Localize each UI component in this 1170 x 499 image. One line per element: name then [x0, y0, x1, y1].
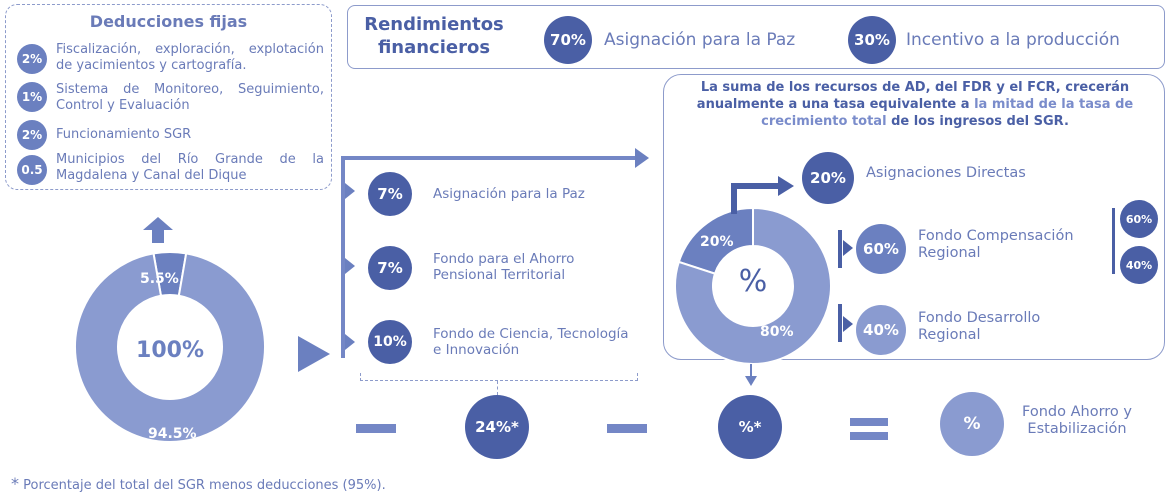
asignaciones-badge: 20%	[802, 152, 854, 204]
right-panel-note: La suma de los recursos de AD, del FDR y…	[676, 80, 1154, 131]
right-donut-slice-large	[675, 208, 831, 364]
equation-term-2: %*	[718, 395, 782, 459]
footnote: * Porcentaje del total del SGR menos ded…	[11, 474, 386, 494]
minus-sign-1	[356, 424, 396, 433]
middle-bracket	[360, 373, 638, 381]
deduccion-badge-3: 2%	[17, 120, 47, 150]
up-arrow-icon	[143, 217, 173, 243]
note-highlight: la mitad de la tasa de crecimiento total	[761, 96, 1134, 129]
equation-term-1: 24%*	[465, 395, 529, 459]
footnote-text: Porcentaje del total del SGR menos deduc…	[23, 478, 386, 493]
fcr-sub-badge-2: 40%	[1120, 246, 1158, 284]
fcr-pointer-icon	[843, 240, 853, 256]
right-triangle-icon	[298, 336, 330, 372]
deducciones-title: Deducciones fijas	[89, 12, 248, 31]
middle-badge-2: 7%	[368, 246, 412, 290]
rendimientos-title: Rendimientos financieros	[364, 14, 504, 59]
middle-text-2: Fondo para el Ahorro Pensional Territori…	[433, 251, 575, 284]
deduccion-badge-2: 1%	[17, 82, 47, 112]
deduccion-text-2: Sistema de Monitoreo, Seguimiento, Contr…	[56, 82, 324, 113]
rendimientos-badge-2: 30%	[848, 16, 896, 64]
rendimientos-text-1: Asignación para la Paz	[604, 30, 796, 50]
fdr-pointer-icon	[843, 316, 853, 332]
deduccion-text-3: Funcionamiento SGR	[56, 127, 192, 142]
main-donut-center: 100%	[136, 338, 204, 363]
rendimientos-badge-1: 70%	[544, 16, 592, 64]
middle-badge-1: 7%	[368, 172, 412, 216]
desarrollo-badge: 40%	[856, 305, 906, 355]
main-donut-chart	[75, 252, 265, 442]
middle-badge-3: 10%	[368, 320, 412, 364]
deduccion-text-1: Fiscalización, exploración, explotación …	[56, 42, 324, 73]
down-arrow-icon	[745, 364, 757, 386]
main-donut-top-label: 5.5%	[140, 271, 179, 287]
right-donut-label-small: 20%	[700, 234, 734, 250]
main-donut-slice-large	[75, 252, 265, 442]
main-donut-bottom-label: 94.5%	[148, 426, 197, 442]
middle-text-3: Fondo de Ciencia, Tecnología e Innovació…	[433, 326, 629, 359]
fcr-sub-badge-1: 60%	[1120, 200, 1158, 238]
right-donut-chart	[675, 208, 831, 364]
middle-pointer-1-icon	[345, 183, 355, 199]
fdr-bracket	[838, 304, 842, 342]
equation-result: %	[940, 392, 1004, 456]
connector-vertical	[341, 158, 345, 358]
rendimientos-box	[347, 5, 1165, 69]
right-donut-label-large: 80%	[760, 324, 794, 340]
right-donut-center: %	[738, 264, 768, 299]
equation-result-text: Fondo Ahorro y Estabilización	[1022, 404, 1132, 438]
elbow-arrow-icon	[731, 176, 794, 214]
note-part2: de los ingresos del SGR.	[886, 113, 1069, 129]
rendimientos-text-2: Incentivo a la producción	[906, 30, 1120, 50]
equals-sign-bottom	[850, 432, 888, 440]
middle-bracket-stem	[497, 381, 498, 395]
minus-sign-2	[607, 424, 647, 433]
equals-sign-top	[850, 418, 888, 426]
fcr-sub-bracket	[1112, 208, 1115, 274]
middle-pointer-2-icon	[345, 258, 355, 274]
connector-horizontal	[341, 156, 635, 160]
compensacion-badge: 60%	[856, 224, 906, 274]
compensacion-text: Fondo Compensación Regional	[918, 228, 1074, 262]
middle-pointer-3-icon	[345, 334, 355, 350]
footnote-mark: *	[11, 474, 19, 493]
connector-arrow-icon	[635, 148, 649, 168]
deduccion-badge-1: 2%	[17, 44, 47, 74]
deduccion-badge-4: 0.5	[17, 155, 47, 185]
note-part1: La suma de los recursos de AD, del FDR y…	[696, 80, 1130, 112]
asignaciones-text: Asignaciones Directas	[866, 165, 1026, 181]
fcr-bracket	[838, 230, 842, 268]
deducciones-box	[5, 4, 332, 190]
middle-text-1: Asignación para la Paz	[433, 186, 585, 202]
desarrollo-text: Fondo Desarrollo Regional	[918, 310, 1041, 344]
deduccion-text-4: Municipios del Río Grande de la Magdalen…	[56, 152, 324, 183]
